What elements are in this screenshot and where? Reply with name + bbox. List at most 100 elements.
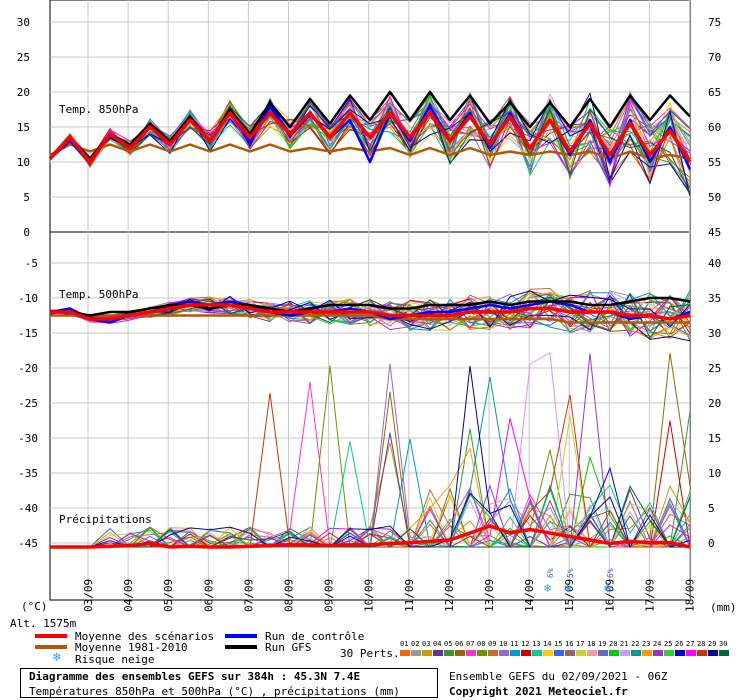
left-tick-500: -15 xyxy=(18,327,38,340)
left-tick-500: -25 xyxy=(18,397,38,410)
date-tick-label: 14/09 xyxy=(523,579,536,612)
pert-number: 08 xyxy=(477,640,486,648)
right-tick-precip: 30 xyxy=(708,327,721,340)
ensemble-member-line xyxy=(50,484,691,549)
pert-color-swatch xyxy=(444,650,454,656)
right-tick-850: 65 xyxy=(708,86,721,99)
pert-number: 02 xyxy=(411,640,420,648)
series-line-850 xyxy=(49,143,691,160)
right-tick-850: 75 xyxy=(708,16,721,29)
date-tick-label: 16/09 xyxy=(603,579,616,612)
pert-number: 12 xyxy=(521,640,530,648)
left-tick-850: 25 xyxy=(17,51,30,64)
footer-copyright: Copyright 2021 Meteociel.fr xyxy=(449,685,628,698)
series-line-500 xyxy=(50,303,691,321)
pert-number: 26 xyxy=(675,640,684,648)
pert-color-swatch xyxy=(620,650,630,656)
pert-number: 15 xyxy=(554,640,563,648)
pert-color-swatch xyxy=(521,650,531,656)
pert-color-swatch xyxy=(455,650,465,656)
right-tick-850: 45 xyxy=(708,226,721,239)
pert-number: 16 xyxy=(565,640,574,648)
snow-risk-label: 6% xyxy=(546,568,555,578)
pert-number: 25 xyxy=(664,640,673,648)
footer-run: Ensemble GEFS du 02/09/2021 - 06Z xyxy=(449,670,668,683)
pert-number-row: 01 02 03 04 05 06 07 08 09 10 11 12 13 14 15 16 17 18 19 20… xyxy=(400,640,730,650)
ensemble-member-line xyxy=(50,392,690,549)
pert-color-swatch xyxy=(411,650,421,656)
right-tick-precip: 35 xyxy=(708,292,721,305)
pert-number: 10 xyxy=(499,640,508,648)
date-tick-label: 06/09 xyxy=(202,579,215,612)
snowflake-icon: ❄ xyxy=(544,581,551,595)
snow-risk-label: 5% xyxy=(566,568,575,578)
pert-color-swatch xyxy=(642,650,652,656)
right-tick-precip: 25 xyxy=(708,362,721,375)
pert-color-swatch xyxy=(587,650,597,656)
series-line-500 xyxy=(50,296,691,317)
series-line-500 xyxy=(50,314,690,324)
right-tick-850: 55 xyxy=(708,156,721,169)
pert-color-swatch xyxy=(499,650,509,656)
pert-color-swatch xyxy=(543,650,553,656)
right-tick-precip: 5 xyxy=(708,502,715,515)
left-tick-850: 15 xyxy=(17,121,30,134)
pert-number: 04 xyxy=(433,640,442,648)
pert-number: 05 xyxy=(444,640,453,648)
pert-number: 24 xyxy=(653,640,662,648)
pert-color-swatch xyxy=(631,650,641,656)
pert-color-swatch xyxy=(664,650,674,656)
right-tick-precip: 15 xyxy=(708,432,721,445)
pert-color-row xyxy=(400,650,730,656)
right-tick-precip: 20 xyxy=(708,397,721,410)
date-tick-label: 07/09 xyxy=(242,579,255,612)
pert-number: 19 xyxy=(598,640,607,648)
pert-color-swatch xyxy=(697,650,707,656)
series-line-precip xyxy=(50,524,691,549)
right-unit-label: (mm) xyxy=(710,601,737,614)
legend-swatch-climo xyxy=(35,645,67,649)
date-tick-label: 13/09 xyxy=(483,579,496,612)
pert-color-swatch xyxy=(576,650,586,656)
legend-label-control: Run de contrôle xyxy=(265,630,365,643)
pert-color-swatch xyxy=(532,650,542,656)
date-tick-label: 15/09 xyxy=(563,579,576,612)
date-tick-label: 12/09 xyxy=(443,579,456,612)
left-tick-500: -40 xyxy=(18,502,38,515)
right-tick-precip: 0 xyxy=(708,537,715,550)
pert-number: 07 xyxy=(466,640,475,648)
pert-number: 30 xyxy=(719,640,728,648)
left-tick-500: -35 xyxy=(18,467,38,480)
pert-color-swatch xyxy=(609,650,619,656)
pert-number: 06 xyxy=(455,640,464,648)
footer-subtitle: Températures 850hPa et 500hPa (°C) , pré… xyxy=(29,685,400,698)
snowflake-icon: ❄ xyxy=(53,650,61,665)
panel-label-500: Temp. 500hPa xyxy=(59,288,139,301)
legend-swatch-control xyxy=(225,634,257,638)
pert-number: 28 xyxy=(697,640,706,648)
date-tick-label: 04/09 xyxy=(122,579,135,612)
pert-number: 01 xyxy=(400,640,409,648)
date-tick-label: 11/09 xyxy=(403,579,416,612)
left-tick-500: -20 xyxy=(18,362,38,375)
left-tick-500: -45 xyxy=(18,537,38,550)
legend-label-snow: Risque neige xyxy=(75,653,155,666)
pert-color-swatch xyxy=(477,650,487,656)
pert-color-swatch xyxy=(708,650,718,656)
footer-title: Diagramme des ensembles GEFS sur 384h : … xyxy=(29,670,361,683)
pert-color-swatch xyxy=(686,650,696,656)
pert-color-swatch xyxy=(510,650,520,656)
pert-color-swatch xyxy=(433,650,443,656)
pert-number: 27 xyxy=(686,640,695,648)
right-tick-850: 50 xyxy=(708,191,721,204)
legend-label-climo: Moyenne 1981-2010 xyxy=(75,641,188,654)
date-tick-label: 05/09 xyxy=(162,579,175,612)
right-tick-850: 60 xyxy=(708,121,721,134)
panel-label-850: Temp. 850hPa xyxy=(59,103,139,116)
pert-color-swatch xyxy=(653,650,663,656)
date-tick-label: 10/09 xyxy=(363,579,376,612)
left-tick-850: 10 xyxy=(17,156,30,169)
pert-number: 22 xyxy=(631,640,640,648)
date-tick-label: 17/09 xyxy=(643,579,656,612)
